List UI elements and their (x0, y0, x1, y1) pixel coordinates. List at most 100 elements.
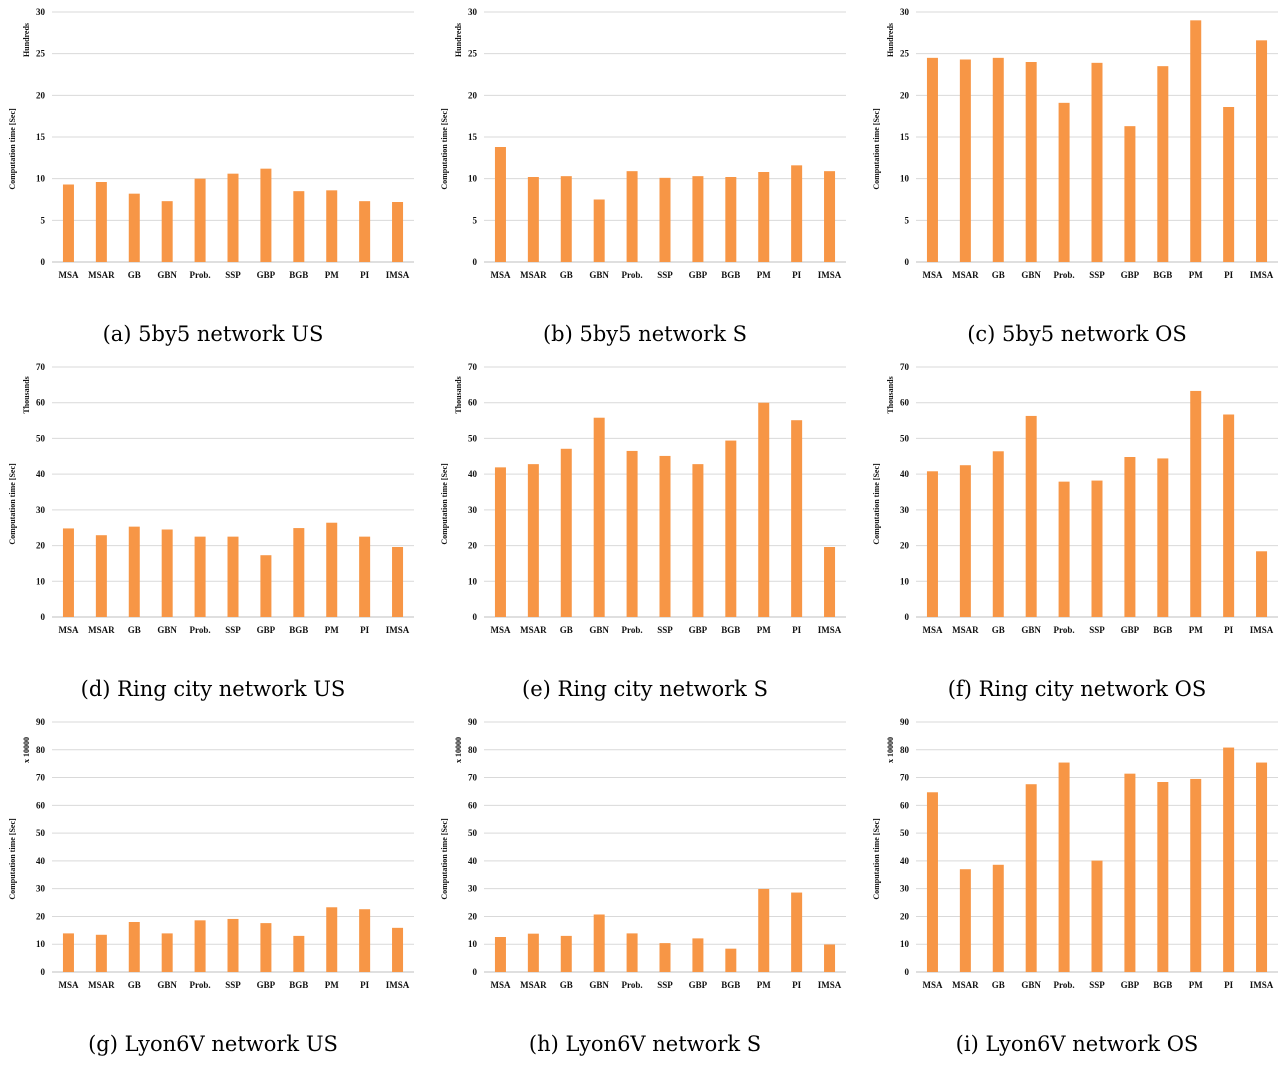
bar-gbp (692, 464, 704, 617)
y-axis-title: Computation time [Sec] (440, 818, 449, 900)
bar-pm (758, 888, 770, 972)
x-tick-label: GBN (589, 980, 609, 990)
y-axis-title: Computation time [Sec] (8, 463, 17, 545)
x-tick-label: GB (992, 625, 1005, 635)
x-tick-label: GBP (1121, 980, 1140, 990)
bar-gbn (161, 933, 173, 972)
x-tick-label: PI (1224, 270, 1233, 280)
x-tick-label: MSA (58, 980, 79, 990)
bar-pm (758, 402, 770, 617)
y-tick-label: 5 (473, 215, 478, 225)
x-tick-label: GBN (157, 980, 177, 990)
bar-chart: 0 10 20 30 40 50 60 70 80 90 x 10000 Computation ti… (872, 717, 1278, 1056)
y-tick-label: 0 (473, 612, 478, 622)
y-axis-title: Computation time [Sec] (872, 463, 881, 545)
y-tick-label: 90 (36, 717, 46, 727)
bar-msa (62, 528, 74, 617)
bar-pm (326, 522, 338, 617)
y-tick-label: 10 (900, 939, 910, 949)
x-tick-label: Prob. (1054, 980, 1075, 990)
bar-chart: 0 10 20 30 40 50 60 70 80 90 x 10000 Computation ti… (440, 717, 846, 1056)
x-tick-label: SSP (657, 625, 673, 635)
bar-gbn (161, 201, 173, 262)
bar-gbp (260, 168, 272, 262)
y-tick-label: 40 (900, 856, 910, 866)
bar-imsa (824, 547, 836, 617)
y-tick-label: 10 (468, 939, 478, 949)
y-tick-label: 20 (900, 911, 910, 921)
bar-imsa (824, 171, 836, 262)
y-tick-label: 20 (36, 90, 46, 100)
bar-msar (527, 177, 539, 262)
bar-imsa (1256, 551, 1268, 617)
bar-pi (791, 165, 803, 262)
y-tick-label: 20 (36, 911, 46, 921)
bar-gb (992, 57, 1004, 263)
y-tick-label: 90 (900, 717, 910, 727)
y-tick-label: 70 (468, 773, 478, 783)
y-tick-label: 0 (41, 967, 46, 977)
x-tick-label: MSA (58, 270, 79, 280)
x-tick-label: BGB (721, 270, 740, 280)
x-tick-label: MSAR (952, 980, 979, 990)
bar-msa (926, 792, 938, 972)
x-tick-label: Prob. (622, 625, 643, 635)
x-tick-label: BGB (1153, 270, 1172, 280)
x-tick-label: IMSA (386, 625, 410, 635)
chart-caption: (f) Ring city network OS (948, 677, 1207, 701)
y-tick-label: 30 (900, 7, 910, 17)
bar-msa (494, 467, 506, 617)
chart-caption: (d) Ring city network US (81, 677, 346, 701)
x-tick-label: Prob. (1054, 270, 1075, 280)
bar-gbn (593, 199, 605, 262)
y-tick-label: 0 (41, 257, 46, 267)
x-tick-label: PI (792, 625, 801, 635)
x-tick-label: PI (792, 980, 801, 990)
y-tick-label: 10 (36, 939, 46, 949)
bar-gbn (1025, 62, 1037, 262)
bar-prob (626, 450, 638, 617)
bar-pi (1223, 107, 1235, 262)
bar-chart: 0 5 10 15 20 25 30 Hundreds Computation time [Se… (8, 7, 414, 346)
bar-gb (992, 451, 1004, 617)
y-tick-label: 5 (41, 215, 46, 225)
bar-prob (1058, 102, 1070, 262)
y-tick-label: 30 (900, 505, 910, 515)
y-tick-label: 30 (900, 884, 910, 894)
x-tick-label: MSAR (520, 270, 547, 280)
chart-panel-1: 0 5 10 15 20 25 30 Hundreds Computation time [Se… (0, 0, 426, 354)
bar-msa (494, 937, 506, 972)
y-tick-label: 40 (468, 469, 478, 479)
x-tick-label: Prob. (622, 270, 643, 280)
x-tick-label: IMSA (818, 980, 842, 990)
x-tick-label: PM (325, 625, 339, 635)
unit-label: Thousands (454, 376, 463, 413)
bar-gb (560, 935, 572, 972)
x-tick-label: IMSA (1250, 270, 1274, 280)
y-tick-label: 15 (468, 132, 478, 142)
x-tick-label: IMSA (1250, 625, 1274, 635)
x-tick-label: SSP (657, 980, 673, 990)
bar-msar (959, 59, 971, 262)
y-tick-label: 60 (900, 398, 910, 408)
bar-gbp (260, 555, 272, 617)
x-tick-label: Prob. (622, 980, 643, 990)
y-tick-label: 70 (900, 773, 910, 783)
bar-msa (62, 933, 74, 972)
x-tick-label: PM (1189, 270, 1203, 280)
y-tick-label: 70 (36, 773, 46, 783)
y-tick-label: 0 (905, 257, 910, 267)
x-tick-label: SSP (225, 980, 241, 990)
bar-bgb (293, 528, 305, 617)
bar-chart: 0 5 10 15 20 25 30 Hundreds Computation time [Se… (440, 7, 846, 346)
y-tick-label: 70 (468, 362, 478, 372)
y-tick-label: 15 (36, 132, 46, 142)
bar-prob (1058, 481, 1070, 617)
x-tick-label: GBP (1121, 270, 1140, 280)
y-tick-label: 50 (468, 828, 478, 838)
x-tick-label: IMSA (818, 625, 842, 635)
chart-caption: (g) Lyon6V network US (88, 1032, 338, 1056)
x-tick-label: IMSA (386, 270, 410, 280)
bar-bgb (725, 948, 737, 972)
y-tick-label: 20 (468, 911, 478, 921)
